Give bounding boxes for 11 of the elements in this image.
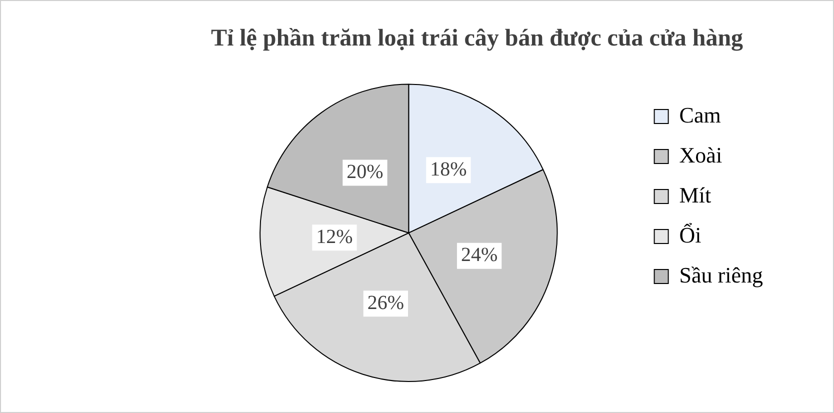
legend-label: Xoài (679, 142, 722, 168)
data-label: 24% (460, 244, 498, 266)
legend-label: Mít (679, 182, 712, 208)
data-label: 26% (367, 292, 404, 314)
legend-label: Cam (679, 102, 721, 128)
data-label: 20% (346, 161, 384, 184)
legend-label: Ổi (679, 222, 702, 248)
chart-title: Tỉ lệ phần trăm loại trái cây bán được của cửa hàng (210, 26, 744, 52)
data-label: 12% (316, 226, 353, 248)
legend-label: Sầu riêng (679, 262, 763, 288)
data-label: 18% (430, 158, 467, 180)
